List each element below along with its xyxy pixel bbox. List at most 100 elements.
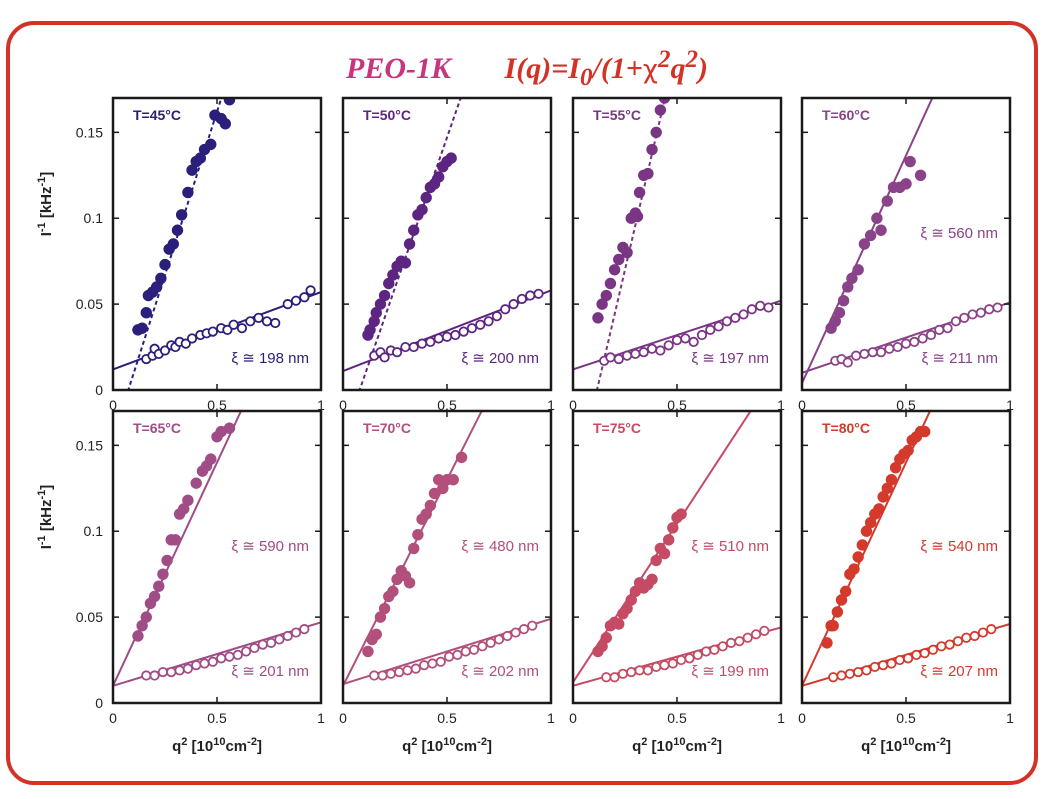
data-point-slow — [500, 304, 511, 315]
x-tick-label: 0 — [798, 397, 806, 413]
data-point-slow — [709, 644, 720, 655]
data-point-slow — [419, 660, 430, 671]
x-tick-label: 1 — [777, 397, 785, 413]
data-point-slow — [738, 309, 749, 320]
x-tick-label: 0.5 — [896, 710, 916, 726]
data-point-slow — [696, 329, 708, 341]
data-point-fast — [875, 224, 887, 236]
x-tick-label: 0.5 — [896, 397, 916, 413]
data-point-slow — [416, 338, 428, 349]
data-point-slow — [270, 317, 281, 329]
y-tick-label: 0.05 — [76, 296, 103, 312]
x-tick-label: 0.5 — [667, 710, 687, 726]
data-point-fast — [219, 118, 232, 130]
data-point-slow — [290, 295, 302, 306]
data-point-fast — [846, 272, 858, 285]
plot-content — [343, 98, 551, 390]
data-point-slow — [601, 672, 612, 683]
data-point-fast — [428, 487, 441, 500]
panel-4: 0 0.5 1 T=60°C ξ ≅ 560 nm ξ ≅ 211 nm — [798, 96, 1014, 413]
data-point-fast — [412, 528, 424, 541]
xi-label-slow: ξ ≅ 200 nm — [461, 350, 539, 367]
x-tick-label: 0 — [109, 397, 117, 413]
data-point-slow — [468, 644, 480, 655]
data-point-slow — [925, 329, 937, 341]
y-tick-label: 0.1 — [84, 210, 104, 226]
data-point-slow — [676, 654, 687, 666]
data-point-fast — [157, 568, 169, 580]
data-point-slow — [460, 646, 471, 657]
x-axis-label: q2 [1010cm-2] — [632, 736, 722, 755]
data-point-fast — [902, 444, 914, 457]
x-tick-label: 0 — [109, 710, 117, 726]
data-point-fast — [362, 645, 374, 658]
data-point-fast — [914, 169, 927, 181]
data-point-slow — [934, 324, 945, 335]
data-point-slow — [216, 653, 227, 664]
formula-end: ) — [697, 52, 708, 85]
x-tick-label: 0.5 — [207, 397, 227, 413]
formula-subscript: 0 — [579, 64, 593, 91]
data-point-slow — [527, 620, 538, 631]
data-point-fast — [600, 289, 612, 302]
data-point-slow — [450, 329, 461, 341]
data-point-fast — [378, 289, 391, 302]
data-point-slow — [402, 665, 413, 676]
data-point-slow — [638, 347, 649, 358]
x-axis-label: q2 [1010cm-2] — [172, 736, 262, 755]
data-point-slow — [182, 663, 193, 674]
panel-1: 0 0.5 1 0 0.05 0.1 0.15 I-1 [kHz-1] T=45°C ξ ≅ 19… — [36, 96, 325, 413]
data-point-slow — [730, 312, 741, 323]
data-point-slow — [236, 323, 248, 334]
formula-sup-1: 2 — [657, 46, 671, 73]
data-point-fast — [175, 209, 188, 221]
data-point-slow — [975, 307, 986, 318]
data-point-fast — [604, 277, 617, 290]
data-point-fast — [600, 632, 612, 644]
data-point-slow — [377, 670, 388, 681]
data-point-fast — [837, 294, 850, 307]
data-point-slow — [746, 304, 757, 315]
data-point-slow — [919, 648, 930, 659]
data-point-slow — [909, 336, 920, 348]
y-tick-label: 0 — [95, 382, 103, 398]
data-point-slow — [609, 672, 620, 683]
data-point-slow — [410, 663, 421, 674]
data-point-slow — [525, 290, 536, 301]
data-point-fast — [856, 539, 869, 551]
fit-line-fast — [113, 411, 243, 687]
data-point-fast — [420, 191, 432, 204]
data-point-fast — [445, 152, 457, 164]
data-point-slow — [927, 644, 939, 655]
data-point-slow — [282, 630, 293, 642]
data-point-fast — [631, 210, 644, 223]
plot-content — [802, 98, 1010, 384]
data-point-slow — [884, 343, 895, 354]
xi-label-slow: ξ ≅ 201 nm — [231, 663, 309, 680]
y-tick-label: 0.15 — [76, 124, 103, 140]
data-point-slow — [435, 656, 446, 667]
data-point-fast — [169, 534, 182, 546]
plot-area — [573, 411, 781, 703]
data-point-fast — [223, 422, 236, 434]
y-tick-label: 0.1 — [84, 523, 104, 539]
data-point-slow — [157, 666, 169, 678]
data-point-slow — [721, 316, 733, 327]
panel-title: T=65°C — [133, 420, 181, 436]
x-tick-label: 0 — [339, 397, 347, 413]
data-point-slow — [245, 316, 256, 327]
data-point-fast — [592, 312, 604, 324]
data-point-slow — [759, 625, 770, 636]
x-tick-label: 0 — [798, 710, 806, 726]
data-point-slow — [186, 333, 198, 344]
data-point-slow — [249, 642, 260, 654]
x-tick-label: 1 — [777, 710, 785, 726]
x-tick-label: 0 — [569, 710, 577, 726]
formula-q: q — [670, 52, 686, 85]
data-point-fast — [140, 611, 152, 623]
data-point-slow — [680, 333, 691, 344]
data-point-slow — [892, 341, 903, 353]
data-point-fast — [650, 126, 662, 139]
data-point-fast — [223, 98, 236, 106]
